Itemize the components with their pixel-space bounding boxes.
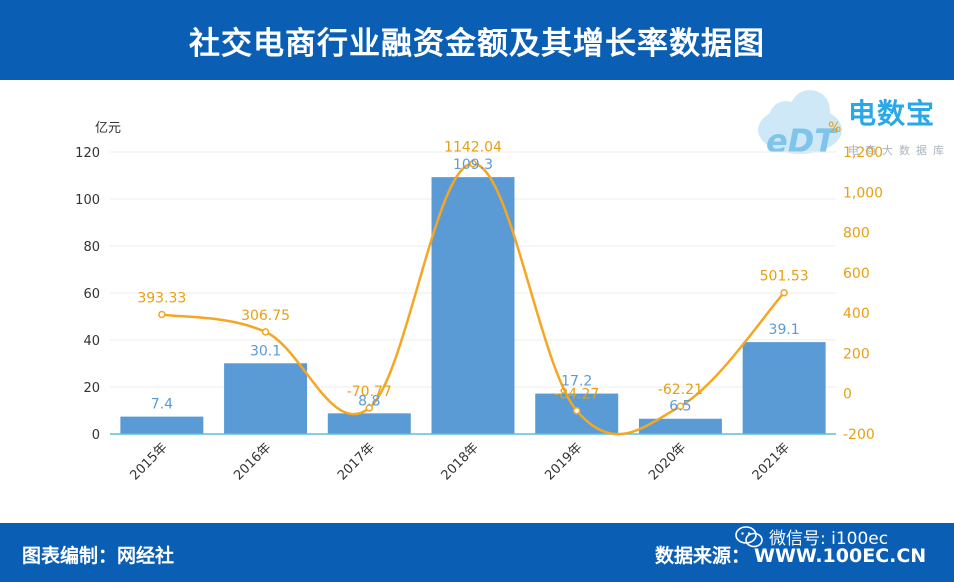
logo-subtitle: 电商大数据库 — [848, 144, 950, 157]
svg-text:eDT: eDT — [766, 122, 838, 160]
bar-value-label: 8.8 — [358, 393, 380, 409]
bar-value-label: 7.4 — [151, 397, 173, 413]
x-tick-label: 2018年 — [439, 440, 482, 483]
y-left-tick-label: 120 — [75, 146, 100, 161]
x-tick-label: 2017年 — [335, 440, 378, 483]
wechat-watermark: 微信号: i100ec — [735, 524, 888, 549]
line-value-label: 393.33 — [137, 290, 186, 306]
line-point — [572, 406, 581, 415]
y-right-tick-label: 1,200 — [843, 145, 883, 161]
x-tick-label: 2020年 — [646, 440, 689, 483]
x-tick-label: 2019年 — [542, 440, 585, 483]
wechat-icon — [735, 525, 763, 547]
x-tick-label: 2021年 — [750, 440, 793, 483]
line-value-label: -62.21 — [658, 382, 703, 398]
footer-compiled-by: 图表编制：网经社 — [22, 545, 175, 567]
y-left-tick-label: 40 — [83, 334, 100, 349]
y-right-tick-label: 0 — [843, 387, 852, 403]
cloud-logo-icon: eDT — [758, 90, 842, 160]
bar — [431, 177, 515, 434]
line-point — [365, 404, 374, 412]
y-right-tick-label: 200 — [843, 346, 870, 362]
bar-value-label: 39.1 — [769, 322, 800, 338]
bar-value-label: 109.3 — [453, 157, 493, 173]
line-point — [469, 159, 477, 168]
footer-source-url: WWW.100EC.CN — [754, 545, 927, 567]
y-right-tick-label: -200 — [843, 427, 875, 443]
footer-source: 数据来源： WWW.100EC.CN — [655, 541, 926, 568]
bar — [224, 363, 308, 434]
line-value-label: -84.27 — [554, 387, 599, 403]
y-right-tick-label: 1,000 — [843, 185, 883, 201]
bar — [638, 418, 722, 434]
y-left-tick-label: 60 — [83, 287, 100, 302]
bar — [120, 416, 204, 434]
footer-bar: 图表编制：网经社 数据来源： WWW.100EC.CN — [0, 523, 954, 582]
line-value-label: 1142.04 — [444, 140, 502, 156]
bar — [327, 413, 411, 434]
line-point — [261, 328, 270, 336]
y-right-tick-label: 400 — [843, 306, 870, 322]
y-left-tick-label: 20 — [83, 381, 100, 396]
y-right-tick-label: 800 — [843, 226, 870, 242]
x-tick-label: 2015年 — [127, 440, 170, 483]
chart-area: 亿元 % 0 20 40 60 80 100 120 -200 0 200 400 600 800 1,0… — [75, 120, 883, 483]
bar-value-label: 17.2 — [561, 374, 592, 390]
line-point — [676, 402, 685, 410]
line-value-label: 501.53 — [760, 269, 809, 285]
header-bar: 社交电商行业融资金额及其增长率数据图 — [0, 0, 954, 80]
line-value-label: 306.75 — [241, 308, 290, 324]
wechat-id: 微信号: i100ec — [769, 529, 889, 549]
y-left-tick-label: 100 — [75, 193, 100, 208]
line-point — [780, 288, 788, 297]
bar — [742, 342, 826, 434]
y-left-tick-label: 0 — [92, 428, 100, 443]
footer-source-label: 数据来源： — [655, 545, 751, 567]
line-point — [158, 310, 166, 319]
y-axis-right-label: % — [828, 120, 841, 136]
logo: eDT 电数宝 电商大数据库 — [752, 84, 952, 164]
bar-value-label: 6.5 — [669, 399, 691, 415]
bar-value-label: 30.1 — [250, 343, 281, 359]
line-value-label: -70.77 — [347, 384, 392, 400]
x-tick-label: 2016年 — [231, 440, 274, 483]
chart-title: 社交电商行业融资金额及其增长率数据图 — [189, 25, 765, 62]
logo-title: 电数宝 — [848, 97, 936, 130]
y-axis-left-label: 亿元 — [95, 121, 121, 136]
y-left-tick-label: 80 — [83, 240, 100, 255]
y-right-tick-label: 600 — [843, 266, 870, 282]
